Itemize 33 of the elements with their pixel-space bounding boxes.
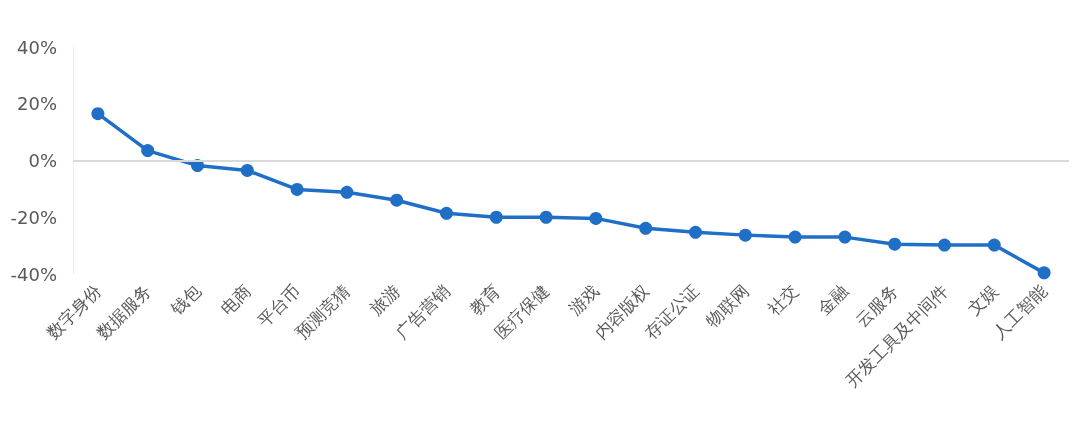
point <box>91 107 105 121</box>
x-tick-label: 文娱 <box>963 280 1002 320</box>
point <box>240 163 254 177</box>
x-tick-label: 电商 <box>216 280 255 320</box>
y-tick-label: 20% <box>16 93 57 115</box>
x-tick-label: 物联网 <box>702 280 753 332</box>
point <box>539 210 553 224</box>
point <box>788 230 802 244</box>
point <box>689 225 702 239</box>
y-tick-label: -40% <box>10 263 57 285</box>
point <box>888 237 902 251</box>
x-tick-label: 社交 <box>763 280 803 320</box>
point <box>938 238 951 252</box>
x-tick-label: 旅游 <box>365 280 404 320</box>
point <box>639 221 653 235</box>
point <box>489 210 503 224</box>
y-tick-label: -20% <box>10 206 57 228</box>
point <box>838 230 852 244</box>
point <box>290 182 304 196</box>
x-tick-label: 教育 <box>465 280 504 320</box>
point <box>1037 266 1051 280</box>
x-tick-label: 游戏 <box>564 280 603 320</box>
point <box>340 185 354 199</box>
y-tick-label: 40% <box>16 36 57 58</box>
point <box>440 206 453 220</box>
x-tick-label: 钱包 <box>165 280 205 320</box>
point <box>141 144 155 158</box>
point <box>390 193 404 207</box>
x-tick-label: 金融 <box>813 280 852 320</box>
point <box>589 211 603 225</box>
point <box>738 228 752 242</box>
point <box>987 238 1001 252</box>
y-tick-label: 0% <box>28 150 57 171</box>
